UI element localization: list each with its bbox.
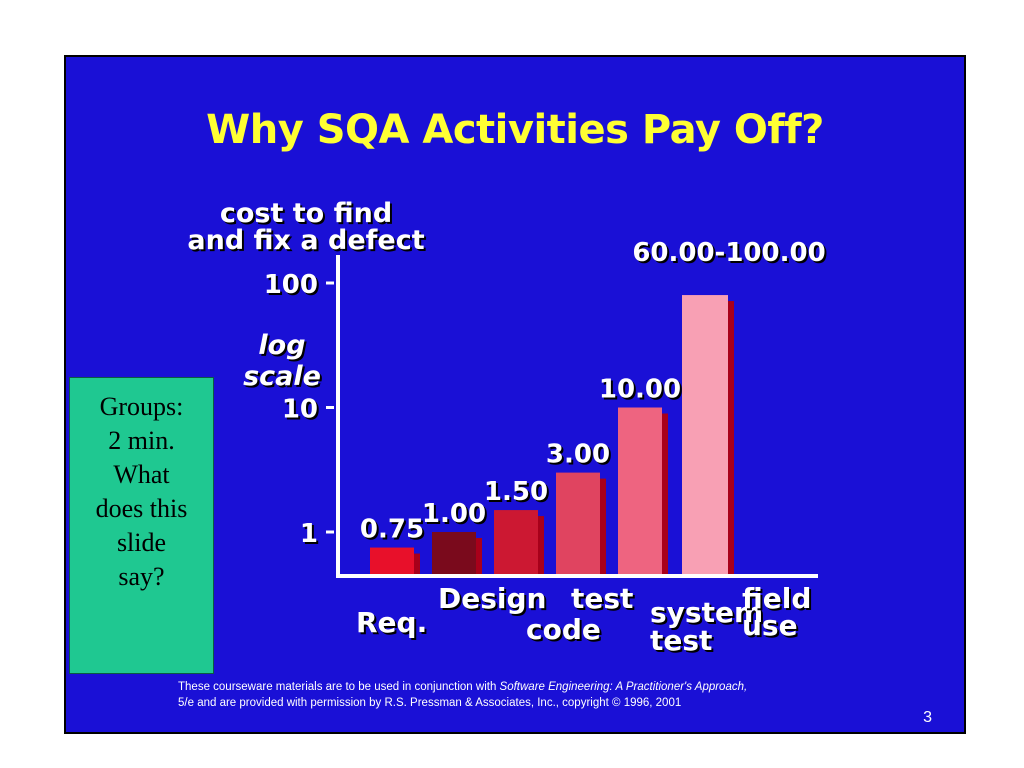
page-number: 3 [923,709,932,726]
category-label: code [526,613,601,646]
y-tick-label-shadow: 100 [266,272,320,302]
category-label: system [650,596,763,629]
note-line: does this [95,494,188,523]
category-label: field [742,582,811,615]
bar-value-label-shadow: 3.00 [548,442,612,472]
category-label-shadow: Design [440,584,548,617]
y-axis-label: and fix a defect [187,225,424,256]
category-label: Req. [356,606,427,639]
bar-value-label: 10.00 [599,375,681,405]
category-label-shadow: system [652,598,765,631]
note-line: say? [118,562,165,591]
bar-value-label-shadow: 10.00 [601,377,683,407]
y-axis-label-shadow: and fix a defect [189,227,426,258]
y-tick-label-shadow: 1 [302,521,320,551]
category-label-shadow: code [528,615,603,648]
y-axis-label: cost to find [220,198,392,229]
note-line: 2 min. [108,426,175,455]
bar [494,510,538,574]
bar-value-label: 0.75 [360,515,424,545]
category-label: test [571,582,633,615]
scale-label-shadow: log [260,332,307,363]
bar-value-label-shadow: 1.50 [486,479,550,509]
scale-label-shadow: scale [245,363,323,394]
bar-value-label-shadow: 0.75 [362,517,426,547]
bar-value-label-shadow: 60.00-100.00 [634,240,827,270]
slide: Why SQA Activities Pay Off? 1 1 10 10 100 100… [64,55,966,734]
note-line: What [113,460,170,489]
bar-value-label: 60.00-100.00 [632,238,825,268]
y-axis-label-shadow: cost to find [222,200,394,231]
bar [370,547,414,574]
footer-line-1: These courseware materials are to be use… [178,681,748,693]
bar [618,407,662,574]
y-tick-label: 10 [282,395,318,425]
bar-value-label: 1.00 [422,499,486,529]
y-tick-label: 100 [264,270,318,300]
bar-value-label: 1.50 [484,477,548,507]
category-label-shadow: use [744,611,800,644]
category-label: Design [438,582,546,615]
bar-value-label: 3.00 [546,440,610,470]
copyright-footer: These courseware materials are to be use… [178,679,898,711]
bar [432,532,476,574]
bar [682,295,728,574]
slide-title: Why SQA Activities Pay Off? [206,107,824,153]
bar-value-label-shadow: 1.00 [424,501,488,531]
footer-line-2: 5/e and are provided with permission by … [178,697,682,709]
bar [556,472,600,574]
category-label-shadow: test [573,584,635,617]
y-tick-label: 1 [300,519,318,549]
discussion-note: Groups: 2 min. What does this slide say? [69,377,214,674]
category-label-shadow: field [744,584,813,617]
y-tick-label-shadow: 10 [284,397,320,427]
note-line: Groups: [99,392,184,421]
category-label-shadow: Req. [358,608,429,641]
category-label-shadow: test [652,626,714,657]
category-label: test [650,624,712,657]
note-line: slide [116,528,167,557]
scale-label: scale [243,361,321,392]
category-label: use [742,609,798,642]
scale-label: log [258,330,305,361]
